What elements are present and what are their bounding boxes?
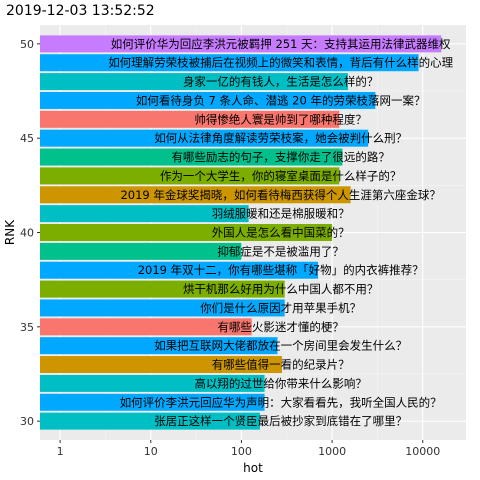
bar-label: 如何看待身负 7 条人命、潜逃 20 年的劳荣枝落网一案？ [136, 93, 426, 107]
bar-label: 抑郁症是不是被滥用了？ [217, 244, 344, 258]
x-tick-label: 10 [144, 445, 158, 458]
bar-label: 有哪些励志的句子，支撑你走了很远的路？ [171, 150, 390, 164]
bar [40, 412, 260, 430]
bar [40, 73, 349, 91]
bar [40, 205, 249, 223]
y-tick-label: 35 [20, 321, 34, 334]
bar [40, 299, 285, 317]
bar-label: 2019 年双十二，你有哪些堪称「好物」的内衣裤推荐？ [138, 263, 424, 277]
bar-label: 外国人是怎么看中国菜的？ [212, 226, 350, 240]
bar-label: 2019 年金球奖揭晓，如何看待梅西获得个人生涯第六座金球？ [120, 188, 440, 202]
bar [40, 318, 252, 336]
y-axis-title: RNK [3, 219, 17, 245]
bars [40, 35, 442, 430]
timestamp: 2019-12-03 13:52:52 [6, 3, 155, 19]
bar-label: 身家一亿的有钱人，生活是怎么样的？ [183, 75, 379, 89]
y-tick-label: 50 [20, 38, 34, 51]
bar [40, 35, 442, 53]
bar [40, 393, 265, 411]
bar-label: 如何评价李洪元回应华为声明：大家看看先，我听全国人民的？ [120, 395, 442, 409]
bar [40, 242, 242, 260]
bar-label: 张居正这样一个贤臣最后被抄家到底错在了哪里？ [154, 414, 407, 428]
bar-label: 如果把互联网大佬都放在一个房间里会发生什么？ [154, 339, 407, 353]
x-tick-label: 1 [57, 445, 64, 458]
bar [40, 91, 376, 109]
bar-label: 高以翔的过世给你带来什么影响？ [194, 376, 367, 390]
bar [40, 54, 419, 72]
bar [40, 129, 369, 147]
bar-label: 羽绒服暖和还是棉服暖和？ [212, 207, 350, 221]
bar-labels: 如何评价华为回应李洪元被羁押 251 天：支持其运用法律武器维权如何理解劳荣枝被… [108, 37, 453, 428]
x-tick-label: 10000 [405, 445, 440, 458]
x-tick-label: 100 [231, 445, 252, 458]
bar [40, 110, 340, 128]
bar [40, 148, 343, 166]
bar-label: 烘干机那么好用为什么中国人都不用？ [183, 282, 379, 296]
bar [40, 356, 282, 374]
x-axis: 1 10 100 1000 10000 [57, 440, 440, 458]
bar-label: 有哪些火影迷才懂的梗？ [217, 320, 344, 334]
bar-label: 如何评价华为回应李洪元被羁押 251 天：支持其运用法律武器维权 [111, 37, 451, 51]
bar [40, 186, 351, 204]
y-tick-label: 30 [20, 415, 34, 428]
y-axis: 30 35 40 45 50 [20, 38, 40, 428]
y-tick-label: 40 [20, 227, 34, 240]
bar-label: 你们是什么原因才用苹果手机？ [200, 301, 361, 315]
y-tick-label: 45 [20, 132, 34, 145]
bar [40, 167, 340, 185]
bar-label: 如何从法律角度解读劳荣枝案，她会被判什么刑？ [154, 131, 407, 145]
bar-label: 帅得惨绝人寰是帅到了哪种程度？ [194, 112, 367, 126]
bar [40, 224, 333, 241]
bar [40, 374, 265, 392]
bar-label: 有哪些值得一看的纪录片？ [212, 358, 350, 372]
x-tick-label: 1000 [318, 445, 346, 458]
x-axis-title: hot [243, 461, 263, 475]
bar-label: 作为一个大学生，你的寝室桌面是什么样子的？ [160, 169, 402, 183]
bar-label: 如何理解劳荣枝被捕后在视频上的微笑和表情，背后有什么样的心理 [108, 56, 453, 70]
bar [40, 280, 285, 298]
bar [40, 261, 319, 279]
bar [40, 337, 278, 355]
